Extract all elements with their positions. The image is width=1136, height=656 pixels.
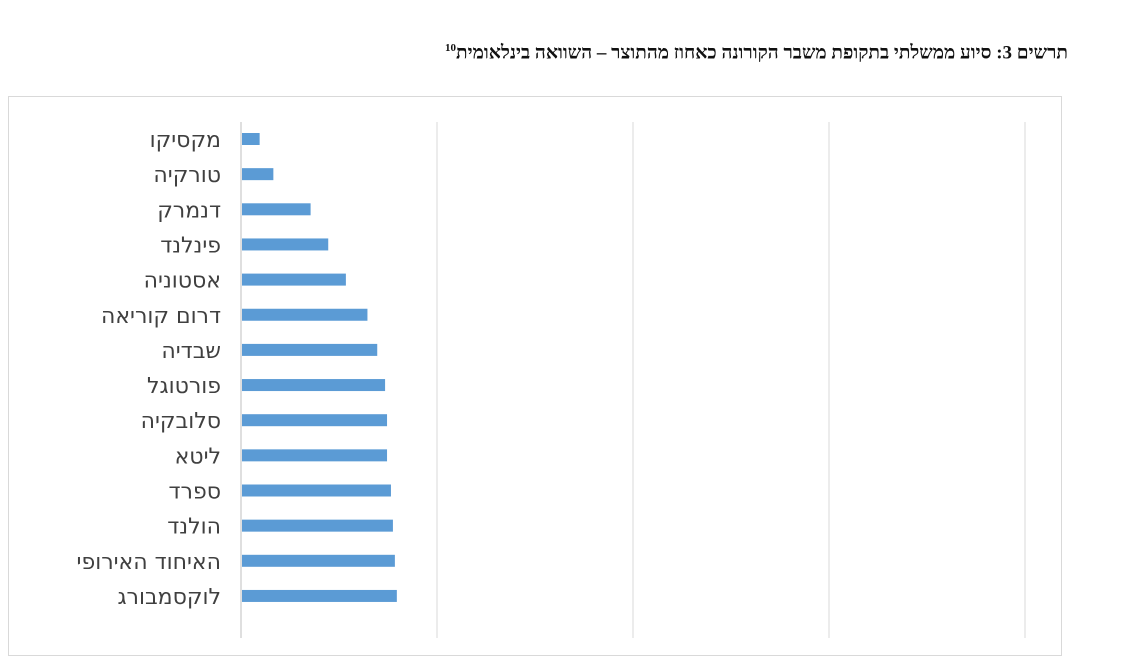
- bar: [242, 343, 378, 356]
- footnote-marker: 10: [445, 42, 457, 54]
- gridlines: [436, 122, 1026, 638]
- category-label: מקסיקו: [150, 128, 221, 153]
- bar: [242, 273, 346, 286]
- bar: [242, 414, 388, 427]
- bars: [242, 133, 397, 602]
- bar: [242, 519, 393, 532]
- category-label: אסטוניה: [144, 269, 221, 294]
- category-label: דרום קוריאה: [101, 304, 221, 329]
- bar: [242, 168, 274, 181]
- category-label: שבדיה: [161, 339, 221, 364]
- bar: [242, 589, 397, 602]
- chart-title-text: תרשים 3: סיוע ממשלתי בתקופת משבר הקורונה…: [456, 42, 1068, 64]
- category-label: פורטוגל: [147, 374, 221, 399]
- bar: [242, 203, 311, 216]
- bar-chart: מקסיקו טורקיה דנמרק פינלנד אסטוניה דרום קוריא…: [77, 122, 1026, 638]
- category-label: לוקסמבורג: [117, 585, 221, 610]
- category-label: ספרד: [169, 480, 221, 505]
- category-label: פינלנד: [160, 233, 221, 258]
- category-label: דנמרק: [157, 198, 221, 223]
- bar: [242, 308, 368, 321]
- category-label: הולנד: [167, 515, 221, 540]
- bar: [242, 484, 391, 497]
- chart-title: תרשים 3: סיוע ממשלתי בתקופת משבר הקורונה…: [168, 42, 1068, 64]
- category-label: ליטא: [175, 444, 221, 469]
- category-label: סלובקיה: [141, 409, 221, 434]
- bar: [242, 449, 388, 462]
- category-labels: מקסיקו טורקיה דנמרק פינלנד אסטוניה דרום קוריא…: [77, 128, 221, 610]
- bar: [242, 554, 395, 567]
- category-label: האיחוד האירופי: [77, 550, 221, 575]
- bar: [242, 238, 329, 251]
- bar: [242, 379, 386, 392]
- category-label: טורקיה: [153, 163, 221, 188]
- bar: [242, 133, 260, 145]
